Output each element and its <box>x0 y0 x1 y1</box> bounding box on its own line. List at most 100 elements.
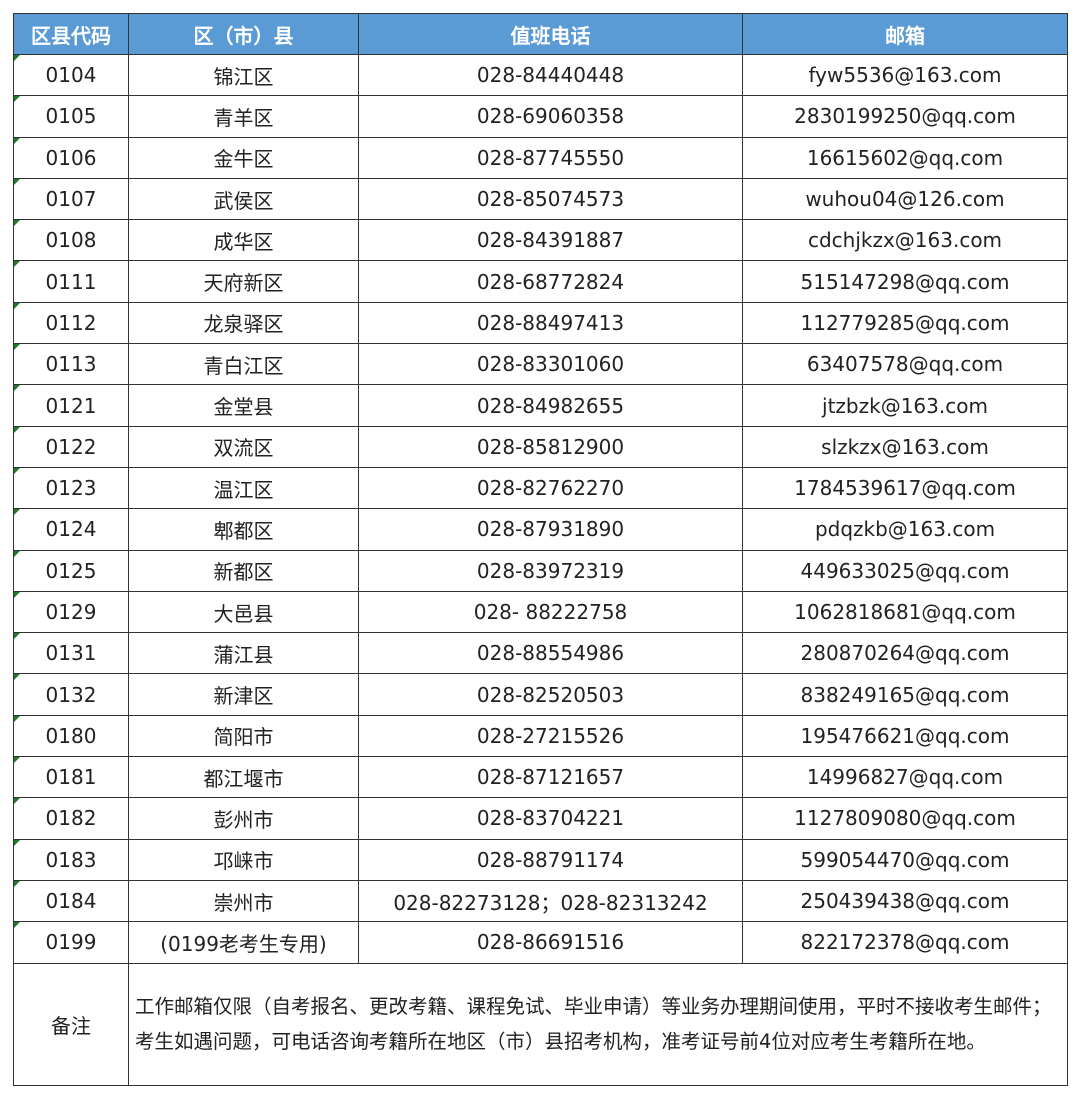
cell-code: 0104 <box>13 53 129 97</box>
cell-phone: 028-87121657 <box>358 756 743 799</box>
cell-email: slzkzx@163.com <box>742 425 1068 468</box>
header-row: 区县代码 区（市）县 值班电话 邮箱 <box>13 13 1068 55</box>
cell-district: 锦江区 <box>128 53 359 97</box>
cell-email: 1784539617@qq.com <box>742 466 1068 510</box>
table-row: 0121 金堂县 028-84982655 jtzbzk@163.com <box>13 384 1068 427</box>
cell-phone: 028-88554986 <box>358 632 743 675</box>
cell-code: 0181 <box>13 756 129 799</box>
header-phone: 值班电话 <box>358 13 743 55</box>
cell-district: 青白江区 <box>128 343 359 386</box>
table-row: 0108 成华区 028-84391887 cdchjkzx@163.com <box>13 219 1068 262</box>
cell-district: 邛崃市 <box>128 838 359 881</box>
cell-email: fyw5536@163.com <box>742 53 1068 97</box>
cell-district: 大邑县 <box>128 590 359 634</box>
cell-district: 成华区 <box>128 219 359 262</box>
cell-district: 崇州市 <box>128 879 359 923</box>
note-label: 备注 <box>13 962 129 1086</box>
cell-code: 0129 <box>13 590 129 634</box>
cell-email: 1127809080@qq.com <box>742 797 1068 840</box>
note-row: 备注 工作邮箱仅限（自考报名、更改考籍、课程免试、毕业申请）等业务办理期间使用，… <box>13 962 1068 1086</box>
cell-email: 63407578@qq.com <box>742 343 1068 386</box>
cell-email: wuhou04@126.com <box>742 177 1068 221</box>
table-row: 0113 青白江区 028-83301060 63407578@qq.com <box>13 343 1068 386</box>
table-row: 0131 蒲江县 028-88554986 280870264@qq.com <box>13 632 1068 675</box>
cell-district: 彭州市 <box>128 797 359 840</box>
cell-phone: 028-84982655 <box>358 384 743 427</box>
cell-email: 2830199250@qq.com <box>742 95 1068 138</box>
cell-email: 515147298@qq.com <box>742 260 1068 303</box>
cell-email: 449633025@qq.com <box>742 549 1068 592</box>
cell-district: 都江堰市 <box>128 756 359 799</box>
table-row: 0111 天府新区 028-68772824 515147298@qq.com <box>13 260 1068 303</box>
table-row: 0125 新都区 028-83972319 449633025@qq.com <box>13 549 1068 592</box>
cell-district: (0199老考生专用) <box>128 921 359 964</box>
cell-code: 0132 <box>13 673 129 716</box>
cell-district: 新都区 <box>128 549 359 592</box>
cell-email: 838249165@qq.com <box>742 673 1068 716</box>
cell-code: 0122 <box>13 425 129 468</box>
cell-phone: 028-88497413 <box>358 301 743 345</box>
cell-code: 0108 <box>13 219 129 262</box>
cell-district: 新津区 <box>128 673 359 716</box>
cell-email: 14996827@qq.com <box>742 756 1068 799</box>
cell-code: 0125 <box>13 549 129 592</box>
cell-phone: 028-87745550 <box>358 136 743 179</box>
cell-phone: 028-69060358 <box>358 95 743 138</box>
table-row: 0182 彭州市 028-83704221 1127809080@qq.com <box>13 797 1068 840</box>
cell-phone: 028-86691516 <box>358 921 743 964</box>
cell-district: 龙泉驿区 <box>128 301 359 345</box>
cell-phone: 028-87931890 <box>358 508 743 551</box>
table-row: 0123 温江区 028-82762270 1784539617@qq.com <box>13 466 1068 510</box>
cell-email: 822172378@qq.com <box>742 921 1068 964</box>
cell-code: 0131 <box>13 632 129 675</box>
cell-email: 250439438@qq.com <box>742 879 1068 923</box>
cell-email: 599054470@qq.com <box>742 838 1068 881</box>
cell-phone: 028-83972319 <box>358 549 743 592</box>
table-row: 0183 邛崃市 028-88791174 599054470@qq.com <box>13 838 1068 881</box>
table-row: 0106 金牛区 028-87745550 16615602@qq.com <box>13 136 1068 179</box>
cell-phone: 028-85074573 <box>358 177 743 221</box>
cell-code: 0199 <box>13 921 129 964</box>
cell-phone: 028-82520503 <box>358 673 743 716</box>
table-row: 0104 锦江区 028-84440448 fyw5536@163.com <box>13 53 1068 97</box>
table-row: 0105 青羊区 028-69060358 2830199250@qq.com <box>13 95 1068 138</box>
cell-email: cdchjkzx@163.com <box>742 219 1068 262</box>
table-row: 0199 (0199老考生专用) 028-86691516 822172378@qq.… <box>13 921 1068 964</box>
table-row: 0181 都江堰市 028-87121657 14996827@qq.com <box>13 756 1068 799</box>
cell-phone: 028-82762270 <box>358 466 743 510</box>
cell-phone: 028-82273128；028-82313242 <box>358 879 743 923</box>
contact-table: 区县代码 区（市）县 值班电话 邮箱 0104 锦江区 028-84440448 fy… <box>13 13 1068 1086</box>
table-row: 0107 武侯区 028-85074573 wuhou04@126.com <box>13 177 1068 221</box>
cell-phone: 028-84440448 <box>358 53 743 97</box>
cell-email: 195476621@qq.com <box>742 714 1068 758</box>
table-row: 0180 简阳市 028-27215526 195476621@qq.com <box>13 714 1068 758</box>
cell-district: 郫都区 <box>128 508 359 551</box>
cell-code: 0180 <box>13 714 129 758</box>
cell-phone: 028- 88222758 <box>358 590 743 634</box>
cell-phone: 028-85812900 <box>358 425 743 468</box>
cell-phone: 028-83301060 <box>358 343 743 386</box>
cell-code: 0111 <box>13 260 129 303</box>
cell-code: 0183 <box>13 838 129 881</box>
cell-email: 1062818681@qq.com <box>742 590 1068 634</box>
cell-district: 温江区 <box>128 466 359 510</box>
cell-email: jtzbzk@163.com <box>742 384 1068 427</box>
cell-phone: 028-88791174 <box>358 838 743 881</box>
cell-district: 蒲江县 <box>128 632 359 675</box>
cell-code: 0112 <box>13 301 129 345</box>
cell-district: 武侯区 <box>128 177 359 221</box>
cell-code: 0105 <box>13 95 129 138</box>
table-row: 0124 郫都区 028-87931890 pdqzkb@163.com <box>13 508 1068 551</box>
header-code: 区县代码 <box>13 13 129 55</box>
cell-district: 金牛区 <box>128 136 359 179</box>
cell-email: 16615602@qq.com <box>742 136 1068 179</box>
cell-email: pdqzkb@163.com <box>742 508 1068 551</box>
cell-code: 0106 <box>13 136 129 179</box>
header-email: 邮箱 <box>742 13 1068 55</box>
cell-phone: 028-84391887 <box>358 219 743 262</box>
cell-phone: 028-83704221 <box>358 797 743 840</box>
cell-email: 112779285@qq.com <box>742 301 1068 345</box>
cell-district: 金堂县 <box>128 384 359 427</box>
cell-code: 0182 <box>13 797 129 840</box>
cell-code: 0113 <box>13 343 129 386</box>
